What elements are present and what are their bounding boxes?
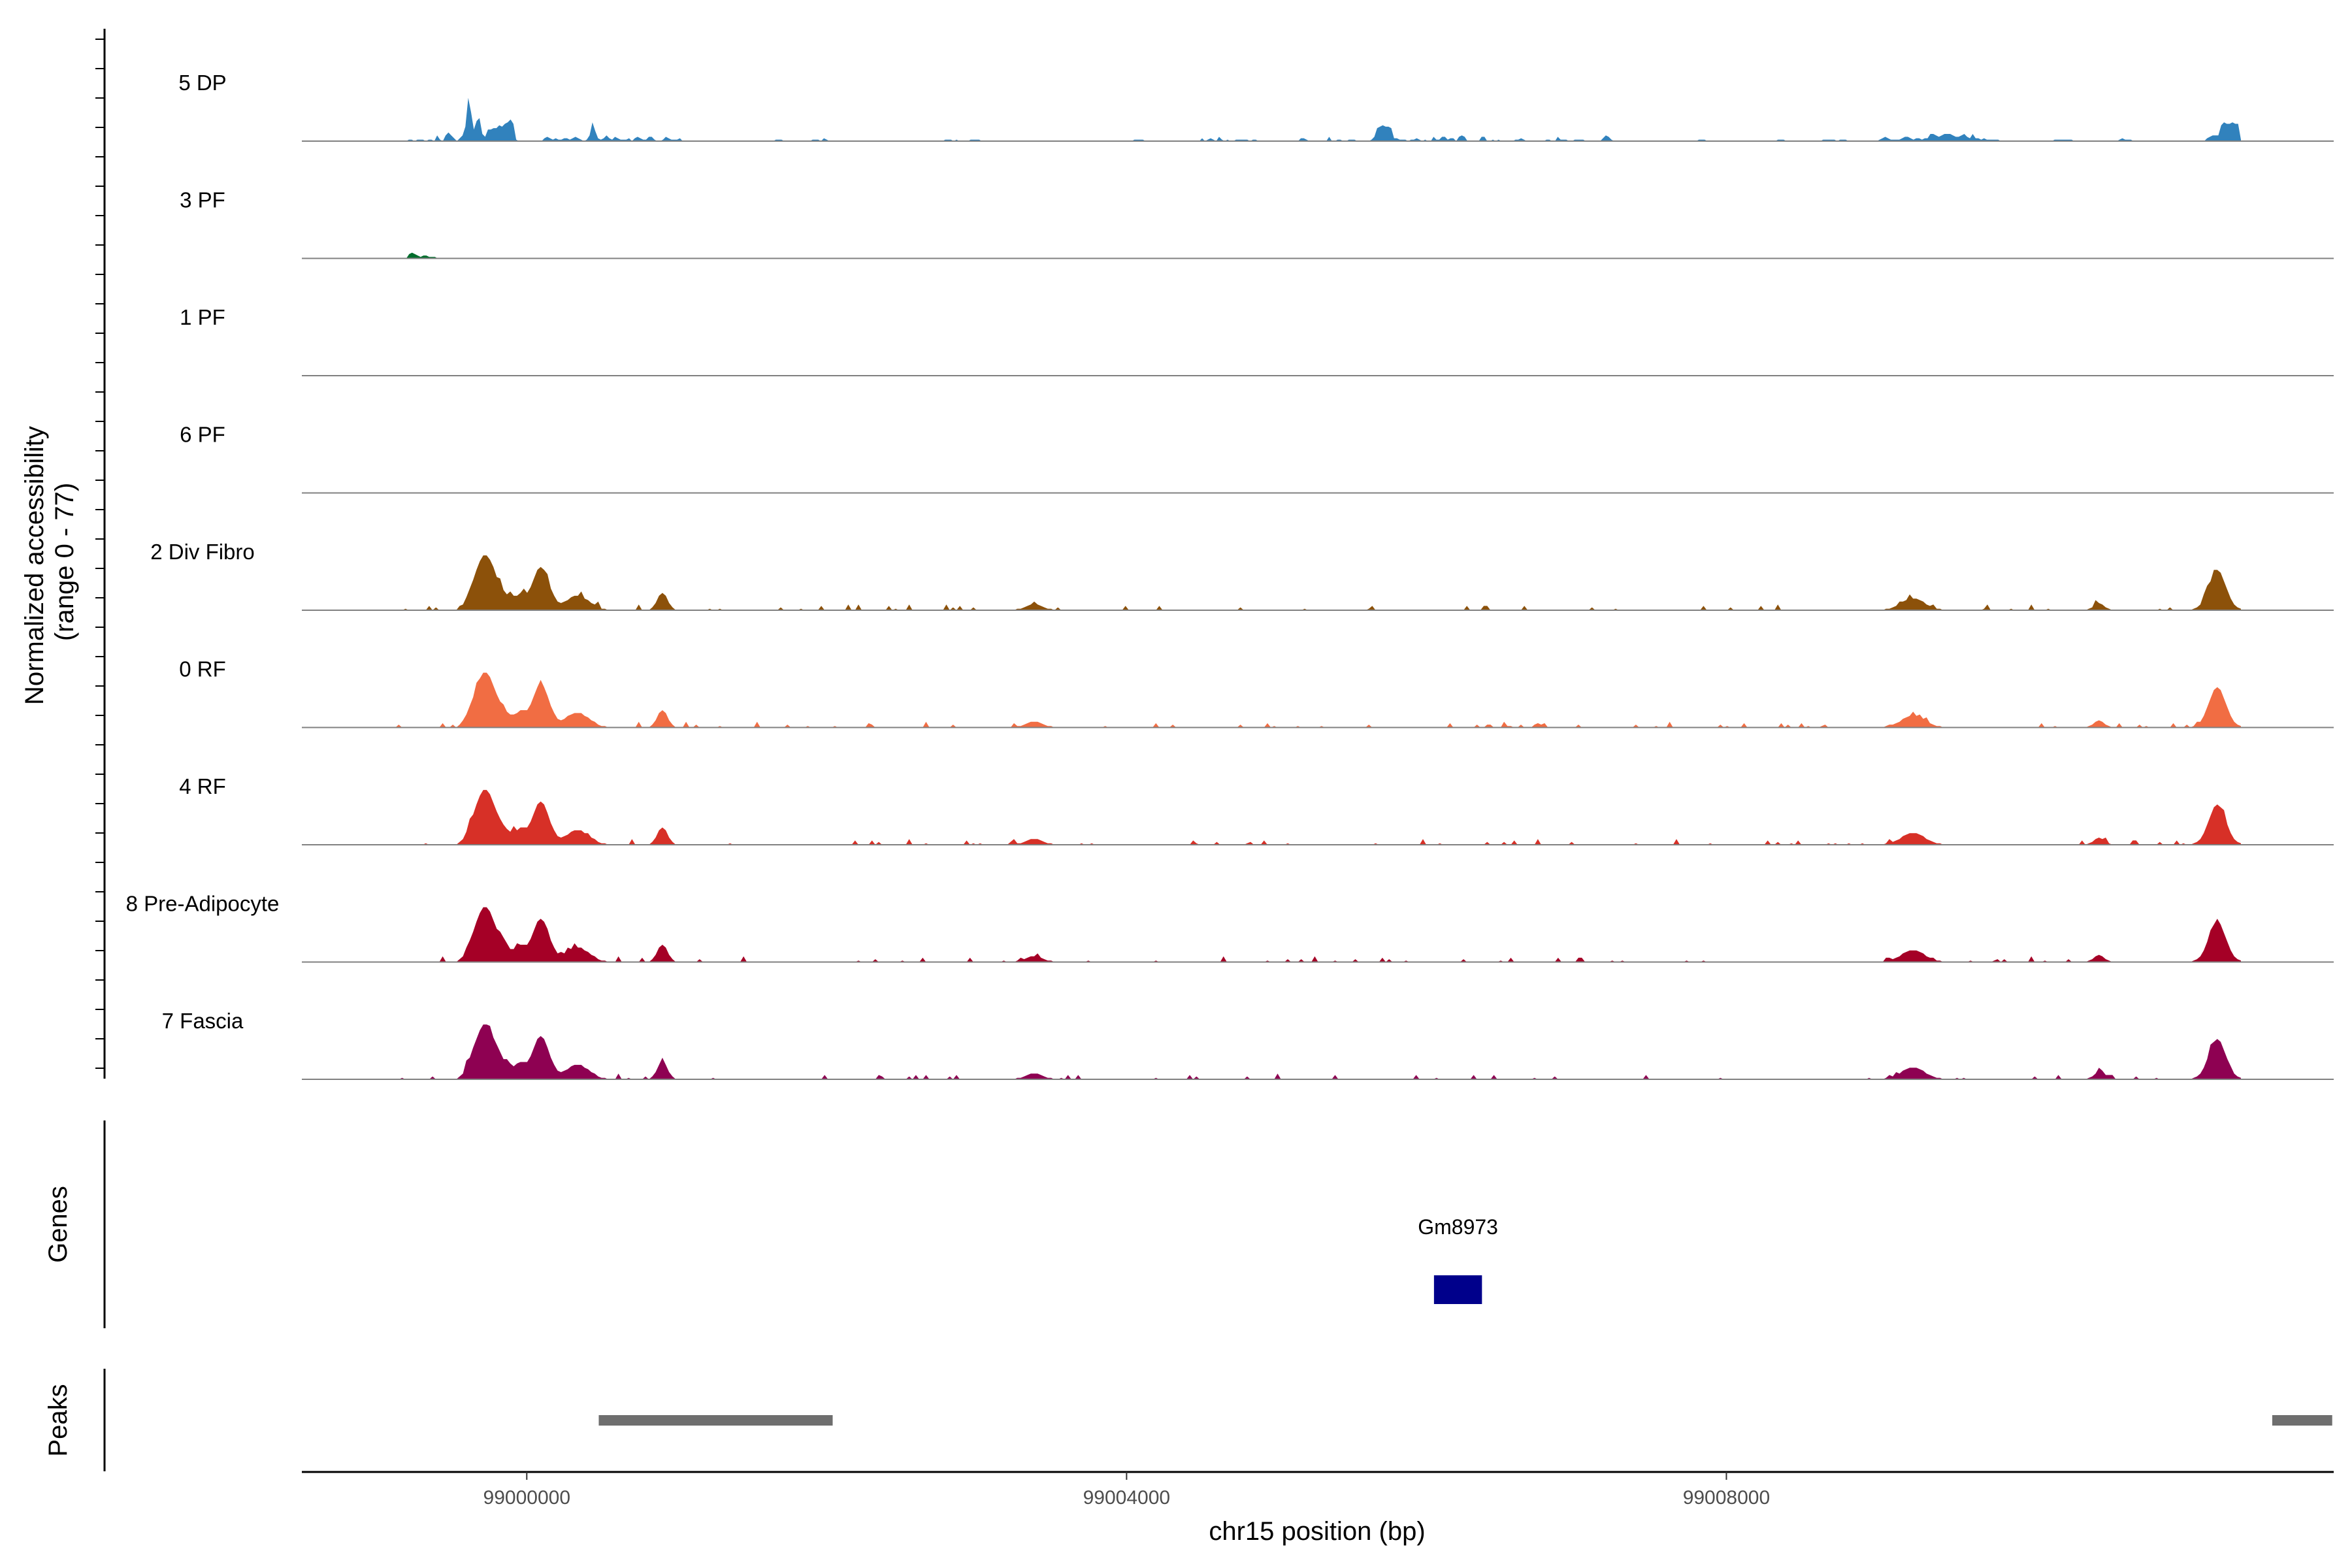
track-6: 0 RF (179, 657, 2334, 728)
track-label: 8 Pre-Adipocyte (126, 892, 280, 916)
genes-panel-title: Genes (44, 1186, 73, 1263)
x-tick-label: 99004000 (1083, 1487, 1170, 1509)
coverage-y-ticks (95, 39, 105, 1069)
x-ticks: 99000000 99004000 99008000 (483, 1472, 1770, 1509)
x-tick-label: 99000000 (483, 1487, 570, 1509)
track-label: 7 Fascia (162, 1009, 244, 1033)
track-label: 2 Div Fibro (150, 540, 255, 564)
peaks-panel: Peaks (44, 1369, 2332, 1471)
track-label: 4 RF (179, 774, 226, 798)
track-coverage-area (392, 790, 2241, 845)
genes-panel: Genes Gm8973 (44, 1120, 1498, 1328)
track-coverage-area (392, 672, 2241, 728)
gene-exon (1433, 1275, 1482, 1304)
track-3: 1 PF (180, 305, 2334, 376)
track-coverage-area (392, 907, 2241, 962)
y-axis-title-line-2: (range 0 - 77) (50, 483, 79, 641)
y-axis-title-line-1: Normalized accessibility (20, 426, 49, 705)
track-8: 8 Pre-Adipocyte (126, 892, 2334, 963)
track-label: 1 PF (180, 305, 225, 329)
track-2: 3 PF (180, 188, 2334, 259)
peaks-panel-title: Peaks (44, 1384, 73, 1456)
track-coverage-area (392, 555, 2241, 610)
track-9: 7 Fascia (162, 1009, 2334, 1080)
peak-bar (598, 1415, 833, 1426)
track-5: 2 Div Fibro (150, 540, 2334, 611)
peak-bar (2272, 1415, 2332, 1426)
x-axis: 99000000 99004000 99008000 chr15 position … (302, 1471, 2334, 1546)
track-4: 6 PF (180, 423, 2334, 494)
track-label: 5 DP (178, 71, 226, 95)
track-label: 6 PF (180, 423, 225, 447)
gene-items: Gm8973 (1418, 1215, 1498, 1304)
x-axis-title: chr15 position (bp) (1209, 1517, 1425, 1546)
track-1: 5 DP (178, 71, 2334, 142)
track-label: 0 RF (179, 657, 226, 681)
track-coverage-area (392, 1024, 2241, 1079)
track-7: 4 RF (179, 774, 2334, 845)
coverage-panel: Normalized accessibility (range 0 - 77) … (20, 29, 2334, 1080)
peak-items (598, 1415, 2332, 1426)
gene-label: Gm8973 (1418, 1215, 1498, 1239)
gene-feature: Gm8973 (1418, 1215, 1498, 1304)
track-label: 3 PF (180, 188, 225, 212)
x-tick-label: 99008000 (1683, 1487, 1770, 1509)
coverage-y-axis-title: Normalized accessibility (range 0 - 77) (20, 419, 79, 705)
coverage-tracks: 5 DP 3 PF 1 PF 6 PF 2 Div Fibro 0 RF 4 RF 8 Pre… (126, 71, 2334, 1080)
